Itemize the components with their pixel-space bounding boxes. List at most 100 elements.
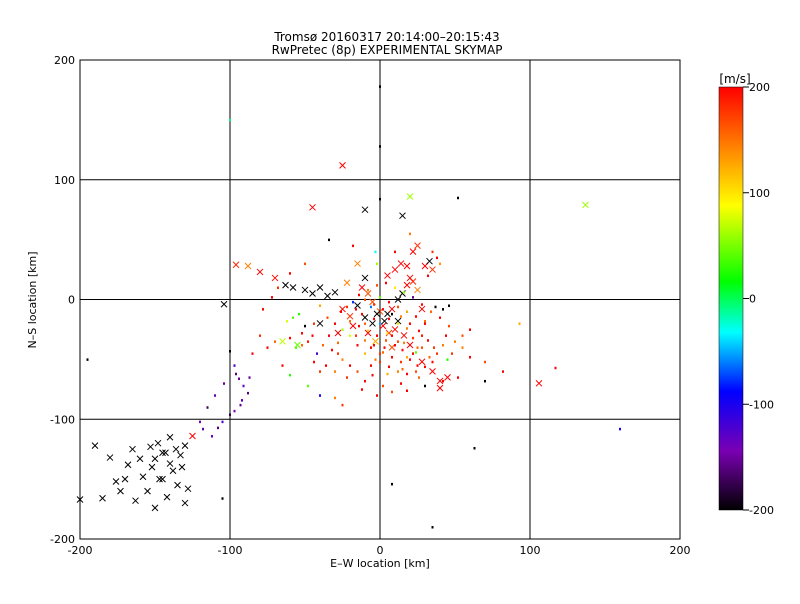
- dot-marker-point: [424, 322, 426, 325]
- x-marker-point: [429, 367, 436, 375]
- x-marker-point: [418, 305, 426, 313]
- dot-marker-point: [337, 341, 339, 345]
- dot-marker-point: [397, 340, 399, 343]
- x-marker-point: [129, 445, 136, 453]
- x-marker-point: [372, 338, 379, 345]
- dot-marker-point: [86, 358, 89, 361]
- x-marker-point: [394, 317, 402, 325]
- dot-marker-point: [391, 355, 393, 359]
- dot-marker-point: [379, 145, 381, 148]
- x-marker-point: [117, 487, 124, 495]
- dot-marker-point: [364, 339, 366, 342]
- x-marker-point: [169, 467, 177, 475]
- dot-marker-point: [211, 435, 213, 438]
- dot-marker-point: [289, 336, 291, 340]
- x-marker-point: [178, 463, 186, 471]
- x-marker-point: [373, 310, 381, 318]
- x-marker-point: [358, 284, 366, 291]
- dot-marker-point: [286, 320, 288, 323]
- dot-marker-point: [373, 303, 375, 306]
- dot-marker-point: [206, 406, 209, 409]
- x-marker-point: [364, 329, 372, 337]
- dot-marker-point: [448, 324, 450, 328]
- x-tick-label: 100: [520, 544, 541, 557]
- y-axis-label: N–S location [km]: [26, 251, 39, 348]
- y-axis-ticks: -200 -100 0 100 200: [50, 54, 75, 546]
- dot-marker-point: [307, 384, 309, 388]
- dot-marker-point: [394, 250, 396, 254]
- dot-marker-point: [311, 334, 314, 337]
- dot-marker-point: [439, 316, 441, 319]
- y-tick-label: 200: [54, 54, 75, 67]
- x-marker-point: [349, 322, 357, 330]
- dot-marker-point: [367, 288, 369, 292]
- dot-marker-point: [334, 322, 336, 325]
- dot-marker-point: [239, 403, 242, 407]
- dot-marker-point: [352, 244, 354, 248]
- x-marker-point: [147, 443, 154, 451]
- dot-marker-point: [295, 346, 297, 349]
- dot-marker-point: [221, 420, 224, 424]
- dot-marker-point: [376, 334, 378, 337]
- x-marker-point: [418, 358, 426, 366]
- dot-marker-point: [358, 293, 360, 297]
- dot-marker-point: [352, 300, 354, 304]
- x-marker-point: [403, 281, 411, 289]
- x-marker-point: [582, 201, 589, 209]
- x-marker-point: [172, 445, 180, 453]
- colorbar-tick-label: 200: [749, 81, 770, 94]
- dot-marker-point: [469, 328, 471, 331]
- dot-marker-point: [386, 372, 389, 376]
- dot-marker-point: [391, 334, 393, 337]
- x-marker-point: [361, 314, 369, 321]
- dot-marker-point: [412, 336, 414, 340]
- x-marker-point: [76, 496, 84, 503]
- x-marker-point: [316, 320, 324, 327]
- dot-marker-point: [421, 346, 423, 349]
- dot-marker-point: [364, 379, 366, 383]
- dot-marker-point: [401, 348, 404, 352]
- dot-marker-point: [328, 334, 330, 337]
- dot-marker-point: [400, 382, 402, 385]
- dot-marker-point: [379, 322, 381, 325]
- x-tick-label: 0: [377, 544, 384, 557]
- grid-lines: [80, 60, 680, 539]
- dot-marker-point: [406, 310, 408, 313]
- colorbar-tick-label: -100: [749, 398, 774, 411]
- dot-marker-point: [418, 329, 420, 333]
- dot-marker-point: [433, 346, 435, 349]
- x-tick-label: -100: [218, 544, 243, 557]
- dot-marker-point: [382, 351, 384, 354]
- dot-marker-point: [373, 317, 375, 321]
- dot-marker-point: [406, 389, 408, 393]
- x-marker-point: [181, 499, 189, 507]
- dot-marker-point: [349, 364, 351, 367]
- x-marker-point: [91, 442, 99, 449]
- x-marker-point: [429, 266, 436, 273]
- dot-marker-point: [370, 346, 372, 349]
- dot-marker-point: [424, 320, 426, 323]
- dot-marker-point: [202, 427, 204, 431]
- dot-marker-point: [427, 274, 429, 278]
- dot-marker-point: [379, 197, 381, 201]
- dot-marker-point: [448, 304, 450, 307]
- dot-marker-point: [412, 352, 414, 355]
- dot-marker-point: [340, 310, 342, 313]
- dot-marker-point: [233, 364, 236, 367]
- dot-marker-point: [367, 329, 369, 333]
- dot-marker-point: [277, 286, 279, 290]
- dot-marker-point: [355, 308, 357, 311]
- dot-marker-point: [281, 364, 284, 367]
- dot-marker-point: [428, 355, 431, 359]
- x-marker-point: [436, 384, 444, 392]
- dot-marker-point: [364, 352, 366, 355]
- colorbar: [718, 86, 744, 511]
- x-marker-point: [174, 481, 181, 489]
- x-marker-point: [309, 203, 316, 211]
- dot-marker-point: [235, 372, 237, 376]
- dot-marker-point: [431, 526, 434, 529]
- dot-marker-point: [518, 322, 521, 325]
- dot-marker-point: [325, 364, 327, 367]
- data-points: [76, 85, 621, 529]
